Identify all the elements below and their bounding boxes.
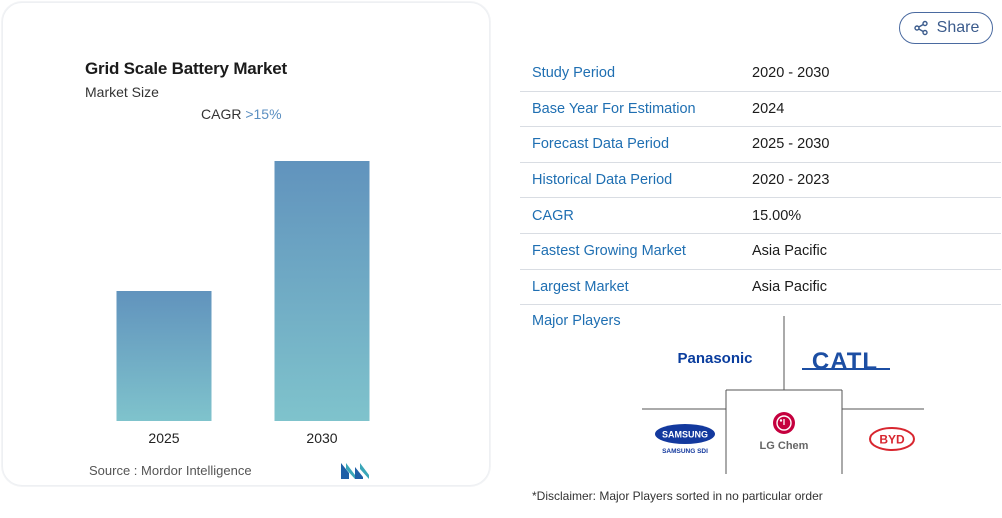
source-note: Source : Mordor Intelligence [89,463,252,478]
catl-logo: CATL [812,348,878,375]
samsung-logo-oval [655,424,715,444]
details-value: Asia Pacific [752,278,827,295]
byd-logo: BYD [879,433,905,447]
market-details-table: Study Period 2020 - 2030 Base Year For E… [520,56,1001,306]
lg-logo-face [776,415,792,431]
samsung-logo: SAMSUNG [662,430,708,440]
bar-2030 [274,161,370,421]
details-key: Study Period [532,65,616,82]
details-value: 2025 - 2030 [752,136,830,153]
x-tick-label: 2030 [306,430,337,446]
details-value: 2024 [752,100,785,117]
mordor-intelligence-logo [341,463,369,479]
cagr-label: CAGR [201,106,242,122]
cagr-annotation: CAGR >15% [201,106,282,122]
major-players-grid: Panasonic CATL SAMSUNG SAMSUNG SDI LG Ch… [642,316,924,474]
x-tick-label: 2025 [148,430,179,446]
details-value: 2020 - 2030 [752,65,830,82]
source-value: Mordor Intelligence [141,463,252,478]
byd-logo-oval [869,427,915,451]
details-value: 15.00% [752,207,802,224]
details-key: Base Year For Estimation [532,100,696,117]
details-row: Historical Data Period 2020 - 2023 [520,163,1001,199]
market-size-card: Grid Scale Battery Market Market Size CA… [2,2,490,486]
details-row: Base Year For Estimation 2024 [520,92,1001,128]
disclaimer-note: *Disclaimer: Major Players sorted in no … [532,489,823,503]
details-key: Forecast Data Period [532,136,670,153]
chart-title: Grid Scale Battery Market [85,59,287,78]
share-icon [913,20,928,36]
details-key: Largest Market [532,278,629,295]
share-button[interactable]: Share [899,12,993,44]
source-label: Source : [89,463,138,478]
chart-subtitle: Market Size [85,84,159,100]
cagr-value: >15% [245,106,282,122]
details-key: Historical Data Period [532,172,673,189]
details-key: CAGR [532,207,574,224]
details-row: Largest Market Asia Pacific [520,270,1001,306]
details-row: Study Period 2020 - 2030 [520,56,1001,92]
panasonic-logo: Panasonic [677,350,752,367]
details-value: Asia Pacific [752,243,827,260]
details-row: CAGR 15.00% [520,198,1001,234]
details-key: Fastest Growing Market [532,243,686,260]
lg-chem-logo: LG Chem [760,440,809,452]
major-players-label: Major Players [532,313,621,329]
details-row: Forecast Data Period 2025 - 2030 [520,127,1001,163]
bar-chart: 2025 2030 [116,161,370,446]
share-label: Share [936,19,980,36]
details-row: Fastest Growing Market Asia Pacific [520,234,1001,270]
details-value: 2020 - 2023 [752,172,830,189]
bar-2025 [116,291,212,421]
samsung-sdi-text: SAMSUNG SDI [662,448,708,455]
